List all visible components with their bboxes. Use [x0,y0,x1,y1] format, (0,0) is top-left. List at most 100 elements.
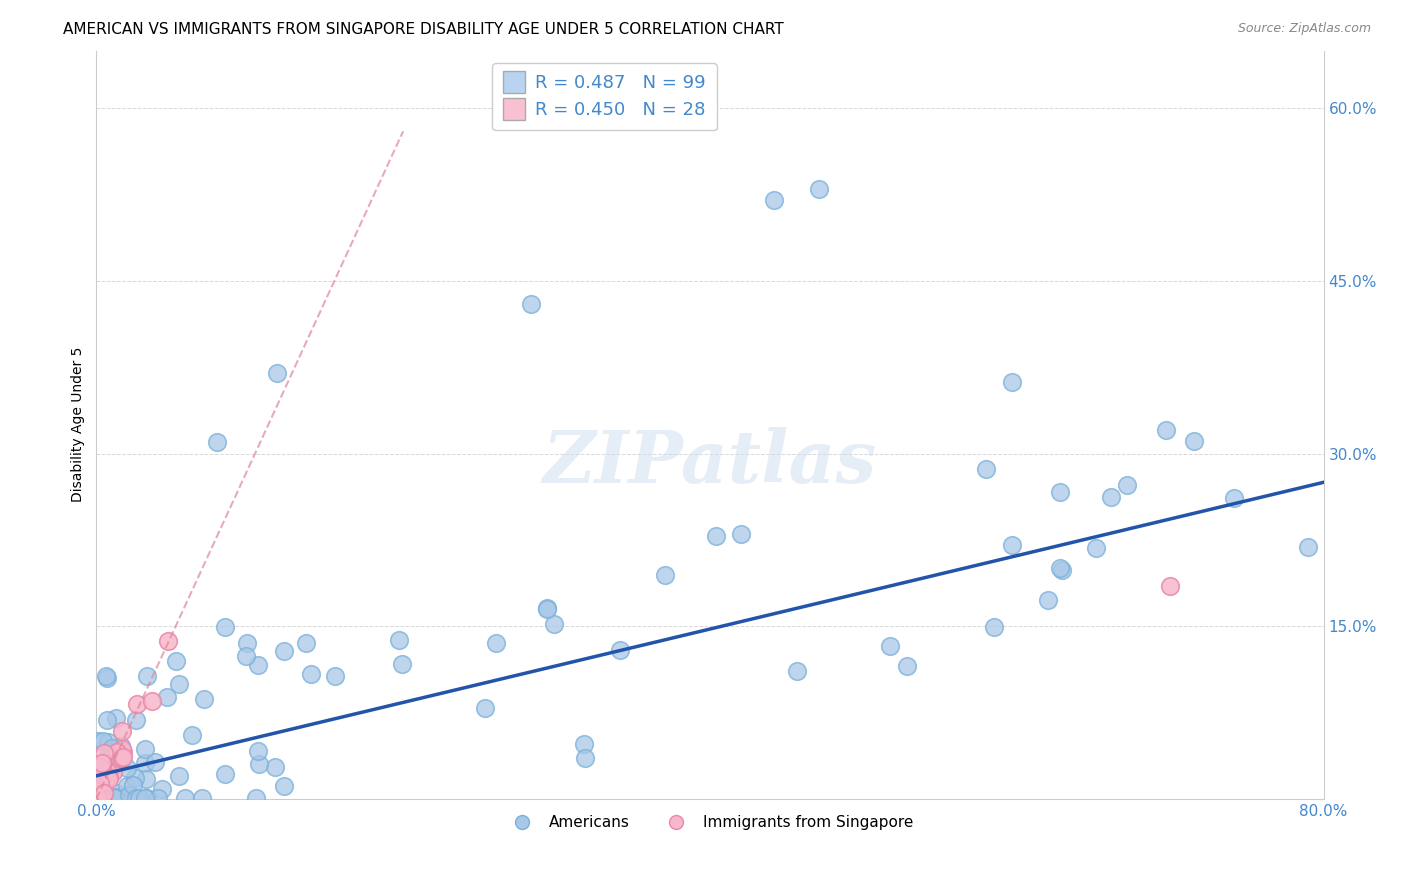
Point [141,693,163,707]
Point [93,746,115,760]
Point [136,669,159,683]
Point [387,632,409,647]
Point [1085,541,1108,555]
Point [125,790,148,805]
Point [87,790,110,805]
Point [87,790,110,805]
Point [87,775,110,789]
Point [111,742,134,756]
Point [87,789,110,804]
Point [90,790,112,805]
Text: ZIPatlas: ZIPatlas [543,426,877,498]
Point [1154,423,1177,437]
Point [485,636,508,650]
Point [115,779,138,793]
Point [1049,485,1071,500]
Point [169,677,191,691]
Point [1050,563,1073,577]
Point [135,790,157,805]
Point [128,790,150,805]
Point [572,737,595,751]
Point [104,757,127,772]
Point [263,760,285,774]
Point [90,790,112,805]
Point [93,786,115,800]
Point [97,734,120,748]
Point [730,527,752,541]
Point [93,769,115,783]
Point [112,745,135,759]
Point [97,771,120,785]
Point [105,711,128,725]
Point [536,600,558,615]
Point [1222,491,1244,506]
Point [122,778,145,792]
Point [536,602,558,616]
Point [98,744,121,758]
Point [96,764,118,778]
Point [323,669,346,683]
Text: AMERICAN VS IMMIGRANTS FROM SINGAPORE DISABILITY AGE UNDER 5 CORRELATION CHART: AMERICAN VS IMMIGRANTS FROM SINGAPORE DI… [63,22,785,37]
Point [543,616,565,631]
Y-axis label: Disability Age Under 5: Disability Age Under 5 [72,347,86,502]
Point [299,666,322,681]
Point [124,771,146,785]
Point [87,790,110,805]
Point [103,764,125,779]
Legend: Americans, Immigrants from Singapore: Americans, Immigrants from Singapore [501,809,920,836]
Point [111,723,134,738]
Point [295,636,318,650]
Point [207,435,229,450]
Point [108,750,131,764]
Point [273,644,295,658]
Point [654,567,676,582]
Point [112,749,135,764]
Point [193,691,215,706]
Point [786,665,808,679]
Point [156,690,179,704]
Point [94,790,117,805]
Point [104,789,127,804]
Point [93,787,115,801]
Point [89,769,111,783]
Point [174,790,197,805]
Point [134,756,156,770]
Point [94,790,117,805]
Point [983,620,1005,634]
Point [125,713,148,727]
Point [118,789,141,803]
Point [763,194,786,208]
Point [879,639,901,653]
Point [143,756,166,770]
Point [125,697,148,711]
Point [101,741,124,756]
Point [1296,540,1319,554]
Point [97,772,120,786]
Point [96,669,118,683]
Point [474,701,496,715]
Point [391,657,413,672]
Point [91,734,114,748]
Point [609,643,631,657]
Point [236,636,259,650]
Point [96,713,118,727]
Point [104,790,127,805]
Point [976,462,998,476]
Point [134,790,156,805]
Point [273,780,295,794]
Text: Source: ZipAtlas.com: Source: ZipAtlas.com [1237,22,1371,36]
Point [574,751,596,765]
Point [247,756,270,771]
Point [191,790,214,805]
Point [89,760,111,774]
Point [1182,434,1205,448]
Point [167,769,190,783]
Point [1159,579,1181,593]
Point [1099,490,1122,504]
Point [247,744,270,758]
Point [704,529,727,543]
Point [245,790,267,805]
Point [117,761,139,775]
Point [152,782,174,797]
Point [87,734,110,748]
